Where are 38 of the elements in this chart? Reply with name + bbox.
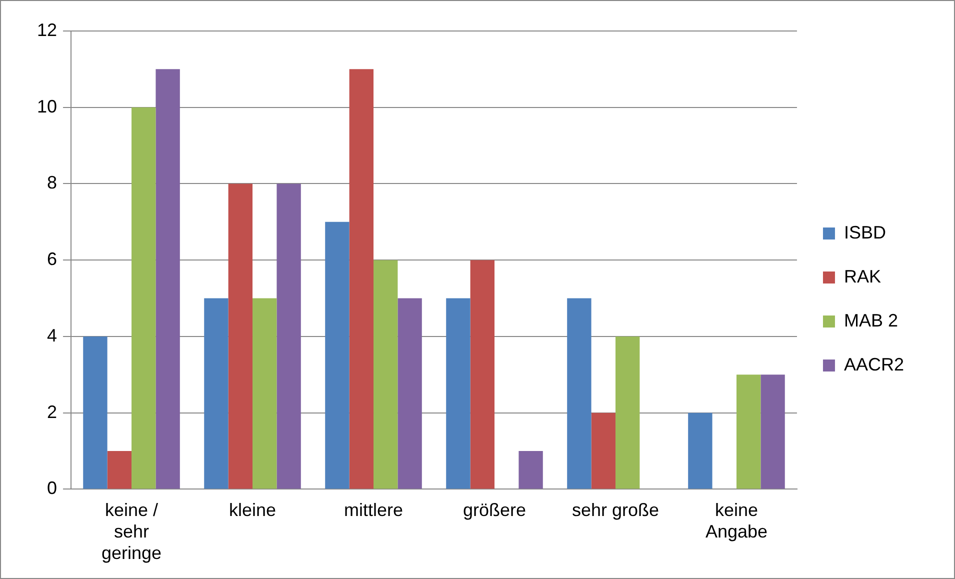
y-tick-label: 12 bbox=[36, 20, 58, 40]
bar bbox=[374, 260, 398, 489]
x-tick-label: kleine bbox=[228, 500, 276, 520]
bar bbox=[83, 336, 108, 489]
y-tick-label: 6 bbox=[47, 249, 58, 270]
bar bbox=[325, 222, 350, 489]
bar bbox=[252, 298, 277, 489]
legend-label: ISBD bbox=[844, 222, 886, 242]
y-tick-label: 4 bbox=[47, 325, 58, 346]
bar bbox=[132, 107, 156, 489]
y-tick-label: 8 bbox=[47, 172, 58, 193]
bar bbox=[349, 69, 374, 489]
y-tick-label: 10 bbox=[36, 96, 58, 116]
y-tick-label: 0 bbox=[47, 478, 58, 498]
bar bbox=[156, 69, 180, 489]
bar bbox=[446, 298, 470, 489]
bar bbox=[591, 412, 616, 489]
bar bbox=[228, 184, 253, 489]
bar bbox=[615, 336, 640, 489]
bar bbox=[276, 184, 301, 489]
legend-label: AACR2 bbox=[844, 354, 904, 374]
legend-label: RAK bbox=[844, 266, 881, 286]
x-tick-label: mittlere bbox=[344, 500, 404, 520]
bar bbox=[518, 451, 543, 489]
bar bbox=[736, 374, 761, 489]
bar bbox=[760, 374, 785, 489]
bar bbox=[107, 451, 132, 489]
bar bbox=[470, 260, 494, 489]
y-tick-label: 2 bbox=[47, 402, 58, 422]
bar bbox=[204, 298, 228, 489]
x-tick-label: größere bbox=[462, 500, 526, 520]
legend-label: MAB 2 bbox=[844, 310, 898, 330]
bar bbox=[398, 298, 422, 489]
x-tick-label: keine Angabe bbox=[705, 500, 768, 542]
x-tick-label: sehr große bbox=[572, 500, 660, 520]
x-tick-label: keine / sehr geringe bbox=[101, 500, 162, 564]
bar bbox=[688, 412, 712, 489]
bar bbox=[567, 298, 592, 489]
